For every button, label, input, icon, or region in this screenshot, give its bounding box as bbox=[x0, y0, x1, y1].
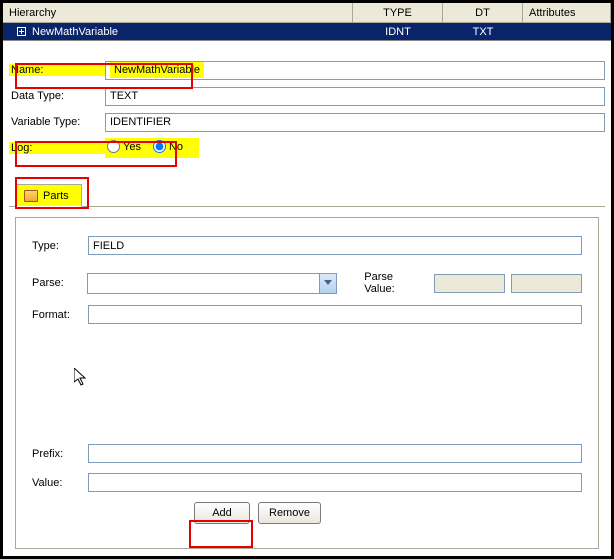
form-area: Name: NewMathVariable Data Type: TEXT Va… bbox=[3, 41, 611, 555]
chevron-down-icon[interactable] bbox=[319, 274, 336, 293]
log-no-input[interactable] bbox=[153, 140, 166, 153]
col-header-attributes[interactable]: Attributes bbox=[523, 3, 611, 22]
remove-button-label: Remove bbox=[269, 507, 310, 519]
col-header-type[interactable]: TYPE bbox=[353, 3, 443, 22]
prefix-field[interactable] bbox=[88, 444, 582, 463]
parse-label: Parse: bbox=[32, 277, 87, 289]
parseval-label: Parse Value: bbox=[364, 271, 425, 295]
log-yes-label: Yes bbox=[123, 141, 141, 153]
vartype-field[interactable]: IDENTIFIER bbox=[105, 113, 605, 132]
type-label: Type: bbox=[32, 240, 88, 252]
parts-icon bbox=[24, 190, 38, 202]
log-label: Log: bbox=[9, 142, 105, 154]
type-value: FIELD bbox=[93, 240, 124, 252]
name-value: NewMathVariable bbox=[110, 62, 204, 78]
name-field[interactable]: NewMathVariable bbox=[105, 61, 605, 80]
expand-icon[interactable] bbox=[17, 27, 26, 36]
remove-button[interactable]: Remove bbox=[258, 502, 321, 524]
tab-strip: Parts bbox=[9, 183, 605, 207]
datatype-label: Data Type: bbox=[9, 90, 105, 102]
grid-row-selected[interactable]: NewMathVariable IDNT TXT bbox=[3, 23, 611, 41]
log-no-radio[interactable]: No bbox=[153, 140, 183, 153]
grid-cell-type: IDNT bbox=[353, 23, 443, 40]
tab-parts-label: Parts bbox=[43, 190, 69, 202]
parse-combo-text bbox=[88, 274, 318, 293]
value-label: Value: bbox=[32, 477, 88, 489]
tab-parts[interactable]: Parts bbox=[15, 184, 82, 207]
log-yes-input[interactable] bbox=[107, 140, 120, 153]
datatype-field[interactable]: TEXT bbox=[105, 87, 605, 106]
vartype-value: IDENTIFIER bbox=[110, 116, 171, 128]
parseval-field-1[interactable] bbox=[434, 274, 505, 293]
vartype-label: Variable Type: bbox=[9, 116, 105, 128]
log-no-label: No bbox=[169, 141, 183, 153]
grid-cell-hierarchy: NewMathVariable bbox=[3, 23, 353, 40]
log-yes-radio[interactable]: Yes bbox=[107, 140, 141, 153]
parts-panel: Type: FIELD Parse: Parse Value: bbox=[15, 217, 599, 549]
grid-header: Hierarchy TYPE DT Attributes bbox=[3, 3, 611, 23]
grid-cell-attributes bbox=[523, 23, 611, 40]
col-header-dt[interactable]: DT bbox=[443, 3, 523, 22]
grid-cell-dt: TXT bbox=[443, 23, 523, 40]
name-label: Name: bbox=[9, 64, 105, 76]
col-header-hierarchy[interactable]: Hierarchy bbox=[3, 3, 353, 22]
parseval-field-2[interactable] bbox=[511, 274, 582, 293]
grid-cell-name: NewMathVariable bbox=[32, 26, 118, 38]
format-label: Format: bbox=[32, 309, 88, 321]
prefix-label: Prefix: bbox=[32, 448, 88, 460]
format-field[interactable] bbox=[88, 305, 582, 324]
add-button[interactable]: Add bbox=[194, 502, 250, 524]
add-button-label: Add bbox=[212, 507, 232, 519]
parse-combo[interactable] bbox=[87, 273, 336, 294]
datatype-value: TEXT bbox=[110, 90, 138, 102]
type-field[interactable]: FIELD bbox=[88, 236, 582, 255]
value-field[interactable] bbox=[88, 473, 582, 492]
